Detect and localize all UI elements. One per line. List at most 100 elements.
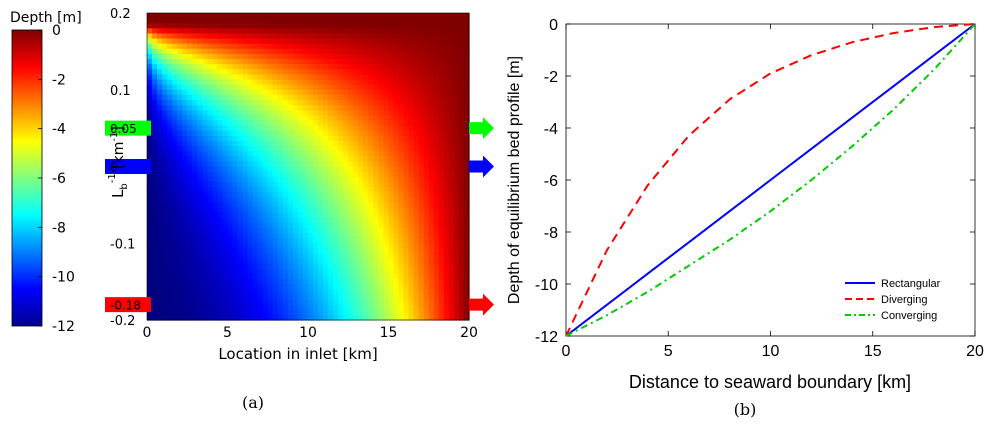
heatmap-cell bbox=[192, 13, 198, 19]
heatmap-cell bbox=[443, 13, 450, 19]
heatmap-cell bbox=[458, 115, 465, 122]
heatmap-cell bbox=[358, 243, 364, 249]
heatmap-cell bbox=[463, 161, 470, 168]
heatmap-cell bbox=[433, 38, 440, 45]
heatmap-cell bbox=[403, 314, 410, 321]
heatmap-cell bbox=[202, 309, 208, 316]
heatmap-cell bbox=[217, 33, 224, 40]
heatmap-cell bbox=[272, 38, 279, 45]
heatmap-cell bbox=[252, 69, 259, 75]
heatmap-cell bbox=[177, 115, 183, 122]
heatmap-cell bbox=[302, 243, 309, 249]
heatmap-cell bbox=[282, 13, 289, 19]
heatmap-cell bbox=[192, 309, 198, 316]
heatmap-cell bbox=[373, 212, 380, 219]
heatmap-cell bbox=[463, 304, 470, 311]
heatmap-cell bbox=[247, 304, 254, 311]
heatmap-cell bbox=[363, 69, 369, 75]
heatmap-cell bbox=[287, 294, 294, 301]
heatmap-cell bbox=[323, 309, 329, 316]
heatmap-cell bbox=[383, 59, 390, 65]
heatmap-cell bbox=[262, 258, 269, 265]
heatmap-cell bbox=[272, 202, 279, 209]
heatmap-cell bbox=[438, 197, 445, 203]
heatmap-cell bbox=[152, 304, 158, 311]
heatmap-cell bbox=[333, 28, 339, 35]
heatmap-cell bbox=[463, 268, 470, 275]
heatmap-cell bbox=[398, 284, 405, 290]
heatmap-cell bbox=[403, 304, 410, 311]
heatmap-cell bbox=[448, 248, 455, 255]
heatmap-cell bbox=[348, 243, 354, 249]
heatmap-cell bbox=[202, 135, 208, 142]
heatmap-cell bbox=[443, 186, 450, 193]
heatmap-cell bbox=[177, 263, 183, 270]
heatmap-cell bbox=[302, 64, 309, 70]
heatmap-cell bbox=[458, 299, 465, 306]
heatmap-cell bbox=[287, 176, 294, 183]
heatmap-cell bbox=[232, 151, 239, 157]
heatmap-cell bbox=[267, 299, 274, 306]
heatmap-cell bbox=[207, 115, 214, 122]
heatmap-cell bbox=[202, 202, 208, 209]
heatmap-cell bbox=[463, 309, 470, 316]
heatmap-cell bbox=[358, 74, 364, 81]
heatmap-cell bbox=[182, 181, 188, 188]
heatmap-cell bbox=[453, 304, 460, 311]
heatmap-cell bbox=[157, 166, 163, 173]
heatmap-cell bbox=[358, 263, 364, 270]
heatmap-cell bbox=[328, 53, 334, 60]
heatmap-cell bbox=[323, 258, 329, 265]
heatmap-cell bbox=[373, 243, 380, 249]
heatmap-cell bbox=[388, 23, 395, 29]
heatmap-cell bbox=[378, 212, 385, 219]
heatmap-cell bbox=[247, 299, 254, 306]
heatmap-cell bbox=[172, 43, 178, 50]
heatmap-cell bbox=[463, 69, 470, 75]
heatmap-cell bbox=[313, 69, 319, 75]
heatmap-cell bbox=[237, 89, 244, 96]
heatmap-cell bbox=[323, 263, 329, 270]
heatmap-cell bbox=[358, 248, 364, 255]
heatmap-cell bbox=[438, 263, 445, 270]
heatmap-cell bbox=[252, 140, 259, 147]
heatmap-cell bbox=[358, 284, 364, 290]
heatmap-cell bbox=[292, 217, 299, 224]
heatmap-cell bbox=[192, 233, 198, 239]
heatmap-cell bbox=[438, 18, 445, 24]
heatmap-cell bbox=[217, 248, 224, 255]
arrow-icon bbox=[483, 293, 494, 316]
heatmap-cell bbox=[237, 146, 244, 152]
heatmap-cell bbox=[167, 233, 173, 239]
heatmap-cell bbox=[398, 207, 405, 214]
heatmap-cell bbox=[237, 212, 244, 219]
heatmap-cell bbox=[187, 115, 193, 122]
heatmap-cell bbox=[378, 84, 385, 91]
heatmap-cell bbox=[227, 227, 234, 234]
heatmap-cell bbox=[453, 94, 460, 101]
heatmap-cell bbox=[212, 99, 219, 106]
heatmap-cell bbox=[328, 43, 334, 50]
heatmap-cell bbox=[398, 238, 405, 244]
heatmap-cell bbox=[247, 79, 254, 86]
heatmap-cell bbox=[272, 284, 279, 290]
heatmap-cell bbox=[192, 243, 198, 249]
heatmap-cell bbox=[272, 243, 279, 249]
heatmap-cell bbox=[383, 28, 390, 35]
heatmap-cell bbox=[403, 140, 410, 147]
heatmap-cell bbox=[177, 94, 183, 101]
heatmap-cell bbox=[338, 28, 344, 35]
heatmap-cell bbox=[338, 94, 344, 101]
heatmap-cell bbox=[343, 181, 349, 188]
heatmap-cell bbox=[282, 18, 289, 24]
heatmap-cell bbox=[282, 207, 289, 214]
heatmap-cell bbox=[353, 120, 359, 127]
heatmap-cell bbox=[277, 28, 284, 35]
heatmap-cell bbox=[343, 289, 349, 296]
heatmap-cell bbox=[443, 99, 450, 106]
heatmap-cell bbox=[413, 74, 420, 81]
heatmap-cell bbox=[187, 69, 193, 75]
heatmap-cell bbox=[207, 186, 214, 193]
heatmap-cell bbox=[448, 161, 455, 168]
heatmap-cell bbox=[313, 105, 319, 111]
